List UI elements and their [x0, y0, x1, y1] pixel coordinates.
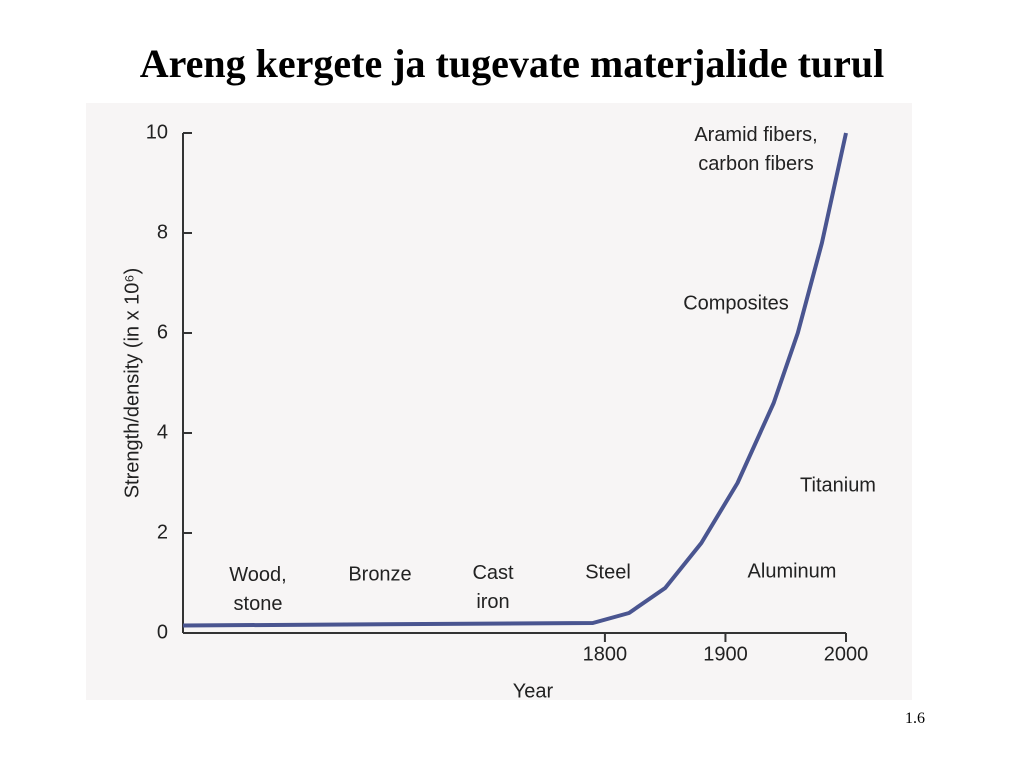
y-tick-label: 8 — [157, 221, 168, 243]
annotation: Cast iron — [472, 562, 514, 613]
x-tick-label: 1900 — [703, 643, 748, 665]
x-axis-label: Year — [513, 680, 554, 702]
y-tick-label: 6 — [157, 321, 168, 343]
annotation: Titanium — [800, 474, 876, 497]
x-tick-label: 2000 — [824, 643, 869, 665]
annotation: Composites — [683, 292, 789, 315]
annotation: Wood, stone — [229, 564, 287, 615]
annotation: Steel — [585, 561, 631, 584]
annotation: Aramid fibers, carbon fibers — [694, 124, 818, 175]
data-line — [182, 132, 848, 628]
annotation: Bronze — [348, 563, 412, 586]
page-number: 1.6 — [905, 710, 925, 727]
slide-title: Areng kergete ja tugevate materjalide tu… — [139, 41, 885, 86]
y-tick-label: 2 — [157, 521, 168, 543]
annotation: Aluminum — [747, 560, 837, 583]
x-tick-label: 1800 — [583, 643, 628, 665]
y-axis-label: Strength/density (in x 10⁶) — [121, 268, 143, 499]
y-tick-label: 0 — [157, 621, 168, 643]
y-tick-label: 10 — [146, 121, 168, 143]
y-tick-label: 4 — [157, 421, 168, 443]
